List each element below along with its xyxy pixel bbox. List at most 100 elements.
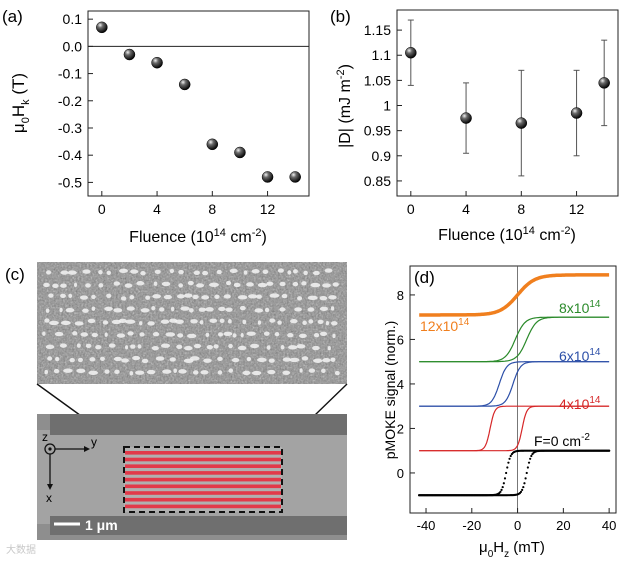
skyrmion-spot bbox=[175, 319, 184, 324]
skyrmion-spot bbox=[231, 357, 240, 363]
skyrmion-spot bbox=[327, 345, 331, 351]
skyrmion-spot bbox=[246, 282, 254, 287]
skyrmion-spot bbox=[229, 268, 238, 274]
skyrmion-spot bbox=[136, 281, 145, 286]
skyrmion-spot bbox=[146, 369, 156, 375]
panel-a-points bbox=[96, 21, 301, 183]
stripe bbox=[125, 504, 281, 509]
skyrmion-spot bbox=[124, 283, 133, 288]
skyrmion-spot bbox=[279, 307, 286, 312]
skyrmion-spot bbox=[178, 269, 184, 275]
skyrmion-spot bbox=[198, 307, 207, 312]
b-xtick-label: 8 bbox=[517, 201, 525, 217]
skyrmion-spot bbox=[297, 296, 303, 301]
skyrmion-spot bbox=[202, 270, 209, 276]
skyrmion-spot bbox=[266, 345, 271, 350]
skyrmion-spot bbox=[173, 368, 177, 373]
panel-d-curves bbox=[418, 273, 611, 497]
skyrmion-spot bbox=[308, 368, 316, 373]
skyrmion-spot bbox=[279, 281, 286, 287]
skyrmion-spot bbox=[114, 369, 120, 374]
d-ytick-label: 6 bbox=[397, 332, 404, 347]
skyrmion-spot bbox=[325, 320, 330, 326]
d-curve-point bbox=[499, 490, 502, 493]
skyrmion-spot bbox=[140, 308, 150, 313]
skyrmion-spot bbox=[205, 307, 214, 312]
skyrmion-spot bbox=[334, 370, 340, 376]
panel-d-x-ticks: -40 -20 0 20 40 bbox=[417, 508, 616, 533]
skyrmion-spot bbox=[225, 280, 232, 286]
curve-label-0: F=0 cm-2 bbox=[534, 432, 590, 449]
skyrmion-spot bbox=[313, 358, 323, 363]
d-ytick-label: 2 bbox=[397, 421, 404, 436]
skyrmion-spot bbox=[257, 357, 267, 363]
panel-a: (a) 0 4 8 12 0.1 0.0 -0.1 -0.2 -0.3 -0.4 -0.5 Flu… bbox=[2, 7, 310, 246]
panel-c: (c) z y x bbox=[5, 262, 348, 540]
skyrmion-spot bbox=[178, 283, 184, 288]
skyrmion-spot bbox=[74, 321, 84, 326]
skyrmion-spot bbox=[269, 318, 276, 323]
skyrmion-spot bbox=[52, 283, 59, 289]
skyrmion-spot bbox=[121, 358, 129, 363]
skyrmion-spot bbox=[165, 332, 176, 337]
skyrmion-spot bbox=[60, 283, 67, 288]
skyrmion-spot bbox=[76, 368, 86, 374]
d-xtick-label: -40 bbox=[417, 518, 436, 533]
a-ytick-label: 0.0 bbox=[63, 38, 83, 54]
d-curve-point bbox=[503, 477, 507, 480]
skyrmion-spot bbox=[85, 343, 92, 349]
skyrmion-spot bbox=[108, 343, 116, 348]
skyrmion-spot bbox=[227, 319, 232, 324]
skyrmion-spot bbox=[277, 320, 282, 325]
skyrmion-spot bbox=[282, 370, 291, 375]
skyrmion-spot bbox=[139, 332, 145, 337]
skyrmion-spot bbox=[303, 270, 308, 276]
skyrmion-spot bbox=[159, 307, 165, 312]
skyrmion-spot bbox=[330, 357, 336, 362]
stripe bbox=[125, 471, 281, 475]
skyrmion-spot bbox=[213, 344, 219, 349]
b-xtick-label: 0 bbox=[407, 201, 415, 217]
skyrmion-spot bbox=[130, 269, 139, 274]
panel-d-xlabel: μ0Hz (mT) bbox=[479, 539, 545, 560]
skyrmion-spot bbox=[193, 343, 202, 349]
skyrmion-spot bbox=[307, 307, 315, 312]
skyrmion-spot bbox=[178, 369, 187, 374]
skyrmion-spot bbox=[104, 306, 113, 312]
d-curve-point bbox=[524, 477, 527, 480]
d-curve-point bbox=[506, 466, 509, 469]
skyrmion-spot bbox=[274, 331, 280, 337]
skyrmion-spot bbox=[141, 358, 149, 364]
skyrmion-spot bbox=[63, 368, 73, 373]
skyrmion-spot bbox=[330, 321, 338, 326]
panel-d-ylabel: pMOKE signal (norm.) bbox=[382, 321, 398, 459]
b-data-point bbox=[460, 112, 472, 124]
skyrmion-spot bbox=[98, 270, 103, 275]
skyrmion-spot bbox=[118, 318, 127, 324]
skyrmion-spot bbox=[269, 293, 280, 298]
a-data-point bbox=[178, 78, 191, 91]
skyrmion-spot bbox=[184, 346, 193, 351]
skyrmion-spot bbox=[239, 305, 246, 311]
skyrmion-spot bbox=[219, 318, 225, 323]
skyrmion-spot bbox=[76, 343, 81, 348]
skyrmion-spot bbox=[188, 308, 194, 313]
d-curve-point bbox=[519, 490, 523, 493]
b-ytick-label: 1.15 bbox=[364, 22, 391, 38]
skyrmion-spot bbox=[155, 356, 165, 361]
skyrmion-spot bbox=[102, 320, 109, 325]
skyrmion-spot bbox=[319, 295, 328, 301]
skyrmion-spot bbox=[189, 356, 200, 361]
skyrmion-spot bbox=[106, 270, 112, 276]
skyrmion-spot bbox=[120, 296, 127, 301]
skyrmion-spot bbox=[242, 319, 247, 325]
skyrmion-spot bbox=[310, 282, 321, 288]
axis-y-label: y bbox=[91, 435, 97, 449]
skyrmion-spot bbox=[125, 345, 129, 350]
skyrmion-spot bbox=[169, 357, 176, 362]
a-ytick-label: -0.4 bbox=[58, 147, 82, 163]
skyrmion-spot bbox=[55, 356, 60, 362]
skyrmion-spot bbox=[129, 295, 135, 300]
d-curve-point bbox=[501, 485, 504, 489]
skyrmion-spot bbox=[85, 283, 91, 288]
